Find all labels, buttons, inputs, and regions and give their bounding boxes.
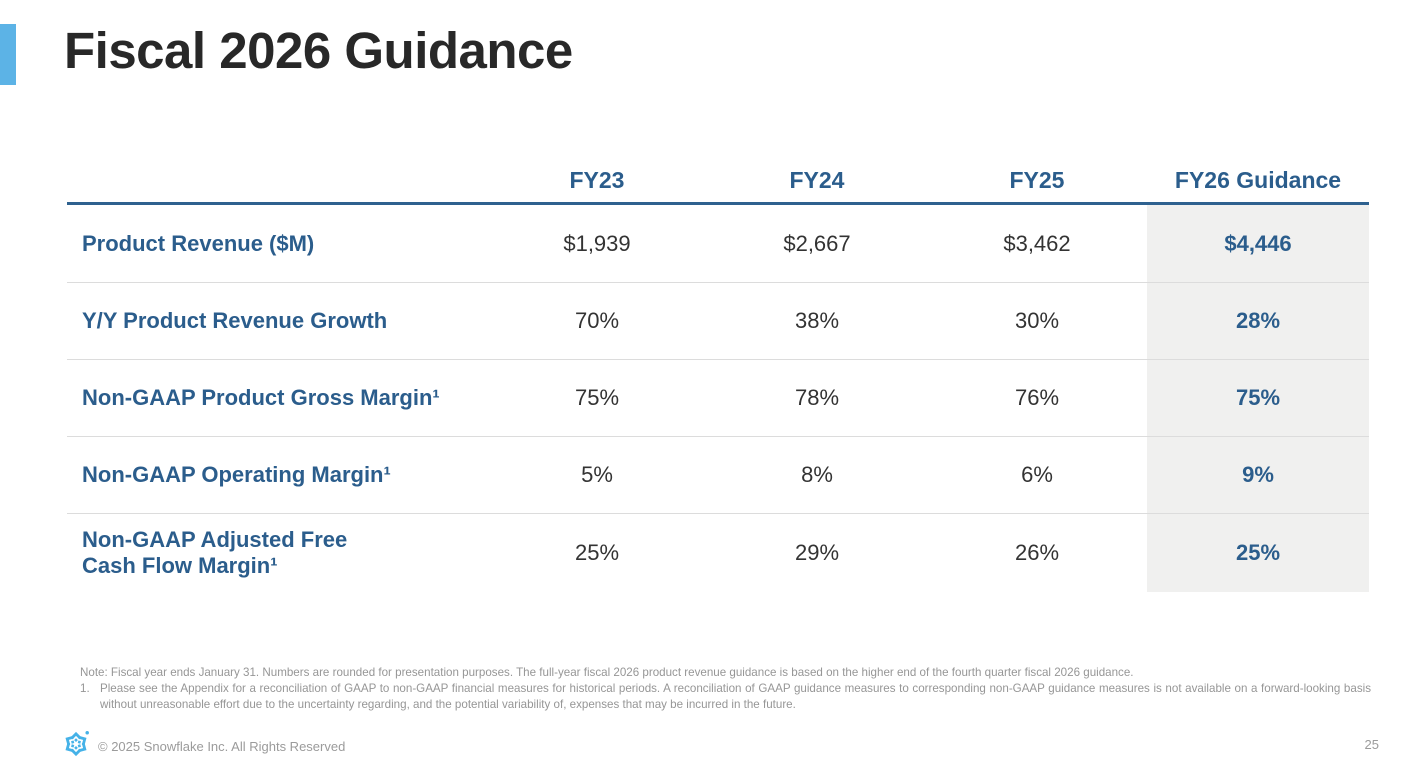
cell-fy26-guidance: 75%: [1147, 360, 1369, 436]
cell-fy23: 25%: [574, 540, 620, 565]
cell-fy25: 6%: [1021, 462, 1053, 487]
row-label: Non-GAAP Operating Margin¹: [82, 462, 391, 488]
guidance-table: FY23 FY24 FY25 FY26 Guidance Product Rev…: [67, 158, 1369, 592]
cell-fy23: 75%: [574, 385, 620, 410]
title-accent-bar: [0, 24, 16, 85]
row-label: Y/Y Product Revenue Growth: [82, 308, 388, 334]
row-label: Product Revenue ($M): [82, 230, 315, 256]
column-header-fy23: FY23: [569, 167, 625, 193]
table-row-gross-margin: Non-GAAP Product Gross Margin¹ 75% 78% 7…: [67, 359, 1369, 436]
cell-fy26-guidance: 28%: [1147, 283, 1369, 359]
cell-fy24: $2,667: [783, 230, 851, 256]
table-row-revenue-growth: Y/Y Product Revenue Growth 70% 38% 30% 2…: [67, 282, 1369, 359]
cell-fy25: 26%: [1014, 540, 1060, 565]
table-row-product-revenue: Product Revenue ($M) $1,939 $2,667 $3,46…: [67, 205, 1369, 282]
footnote-text: Please see the Appendix for a reconcilia…: [100, 682, 1371, 711]
header-rule: [67, 202, 1369, 205]
cell-fy26-guidance: 9%: [1147, 437, 1369, 513]
cell-fy24: 78%: [794, 385, 840, 410]
page-number: 25: [1364, 737, 1379, 752]
table-row-operating-margin: Non-GAAP Operating Margin¹ 5% 8% 6% 9%: [67, 436, 1369, 513]
footnote-note: Note: Fiscal year ends January 31. Numbe…: [80, 666, 1134, 679]
cell-fy25: $3,462: [1003, 230, 1071, 256]
cell-fy23: $1,939: [563, 230, 631, 256]
cell-fy24: 38%: [794, 308, 840, 333]
cell-fy23: 70%: [574, 308, 620, 333]
column-header-fy25: FY25: [1009, 167, 1065, 193]
cell-fy24: 8%: [801, 462, 833, 487]
cell-fy25: 30%: [1014, 308, 1060, 333]
cell-fy26-guidance: $4,446: [1147, 205, 1369, 282]
copyright-text: © 2025 Snowflake Inc. All Rights Reserve…: [98, 739, 346, 754]
table-header-row: FY23 FY24 FY25 FY26 Guidance: [67, 158, 1369, 202]
cell-fy25: 76%: [1014, 385, 1060, 410]
footnote-item-1: 1. Please see the Appendix for a reconci…: [80, 681, 1371, 712]
footnotes: Note: Fiscal year ends January 31. Numbe…: [80, 665, 1371, 712]
snowflake-logo-icon: [65, 731, 89, 757]
table-row-fcf-margin: Non-GAAP Adjusted Free Cash Flow Margin¹…: [67, 513, 1369, 592]
cell-fy23: 5%: [581, 462, 613, 487]
cell-fy26-guidance: 25%: [1147, 514, 1369, 592]
page-title: Fiscal 2026 Guidance: [64, 22, 573, 79]
column-header-fy24: FY24: [789, 167, 845, 193]
row-label: Non-GAAP Product Gross Margin¹: [82, 385, 440, 411]
footnote-marker: 1.: [80, 682, 90, 696]
cell-fy24: 29%: [794, 540, 840, 565]
column-header-fy26-guidance: FY26 Guidance: [1174, 167, 1342, 193]
row-label: Non-GAAP Adjusted Free Cash Flow Margin¹: [82, 527, 348, 578]
